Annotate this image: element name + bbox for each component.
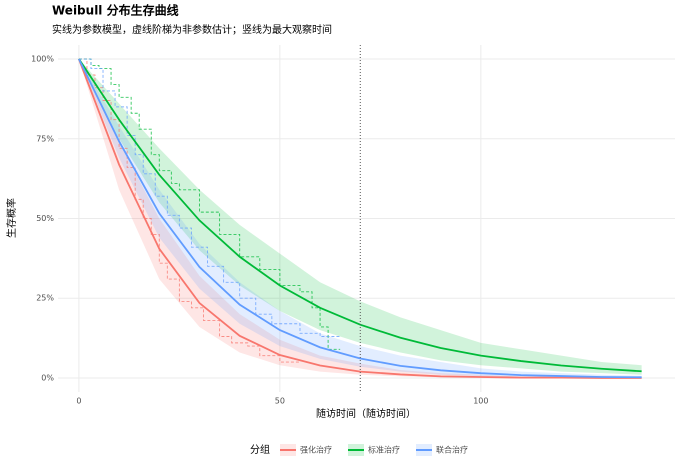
legend-label: 联合治疗 (436, 445, 468, 455)
x-tick-label: 100 (473, 397, 488, 406)
y-tick-label: 100% (31, 55, 54, 64)
y-tick-label: 0% (41, 373, 54, 382)
weibull-curve (78, 58, 642, 379)
confidence-band (78, 59, 642, 378)
x-tick-label: 50 (275, 397, 285, 406)
x-tick-label: 0 (76, 397, 81, 406)
x-axis-title: 随访时间（随访时间） (316, 407, 416, 420)
confidence-band (78, 59, 642, 378)
y-tick-label: 75% (36, 134, 54, 143)
km-step-line (78, 58, 341, 350)
legend-band (280, 444, 296, 456)
chart-subtitle: 实线为参数模型，虚线阶梯为非参数估计；竖线为最大观察时间 (52, 23, 332, 36)
legend-title: 分组 (250, 443, 270, 456)
legend-band (416, 444, 432, 456)
y-tick-label: 25% (36, 294, 54, 303)
confidence-band (78, 59, 642, 375)
chart-title: Weibull 分布生存曲线 (52, 3, 179, 18)
y-tick-label: 50% (36, 214, 54, 223)
weibull-curve (78, 58, 642, 379)
legend-band (348, 444, 364, 456)
legend-label: 强化治疗 (300, 445, 332, 455)
y-axis-title: 生存概率 (5, 198, 18, 238)
km-step-line (78, 58, 341, 337)
legend-label: 标准治疗 (368, 445, 400, 455)
